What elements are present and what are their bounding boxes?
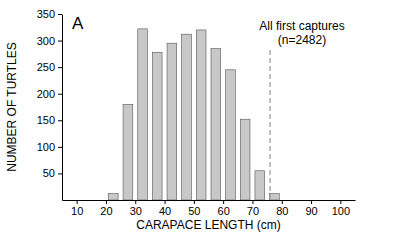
x-tick-mark bbox=[311, 200, 312, 204]
annotation: (n=2482) bbox=[278, 33, 326, 47]
x-tick-label: 90 bbox=[305, 205, 317, 217]
y-tick: 100 bbox=[37, 141, 62, 153]
plot-area bbox=[108, 29, 279, 200]
annotation: All first captures bbox=[259, 19, 344, 33]
y-tick: 50 bbox=[43, 167, 62, 179]
x-tick-label: 40 bbox=[159, 205, 171, 217]
x-tick: 90 bbox=[305, 200, 317, 217]
x-tick-mark bbox=[106, 200, 107, 204]
x-tick-label: 10 bbox=[71, 205, 83, 217]
bar bbox=[196, 30, 206, 200]
x-tick: 70 bbox=[247, 200, 259, 217]
x-tick: 30 bbox=[130, 200, 142, 217]
y-tick-label: 50 bbox=[43, 167, 55, 179]
x-tick-mark bbox=[223, 200, 224, 204]
x-tick: 50 bbox=[188, 200, 200, 217]
bar bbox=[226, 70, 236, 200]
y-tick: 250 bbox=[37, 61, 62, 73]
x-tick: 60 bbox=[218, 200, 230, 217]
x-tick-mark bbox=[135, 200, 136, 204]
x-tick: 100 bbox=[332, 200, 350, 217]
y-tick: 350 bbox=[37, 8, 62, 20]
y-axis-title: NUMBER OF TURTLES bbox=[5, 42, 19, 172]
y-tick-mark bbox=[58, 94, 62, 95]
panel-label: A bbox=[72, 14, 84, 33]
x-tick: 80 bbox=[276, 200, 288, 217]
x-tick-mark bbox=[194, 200, 195, 204]
y-tick-label: 150 bbox=[37, 114, 55, 126]
y-tick-label: 350 bbox=[37, 8, 55, 20]
x-tick-label: 100 bbox=[332, 205, 350, 217]
bar bbox=[255, 171, 265, 200]
x-tick-mark bbox=[340, 200, 341, 204]
y-tick-label: 200 bbox=[37, 88, 55, 100]
x-tick-mark bbox=[252, 200, 253, 204]
x-tick-mark bbox=[77, 200, 78, 204]
bar bbox=[182, 34, 192, 200]
x-axis: 10 20 30 40 50 60 70 80 90 100 bbox=[63, 200, 356, 217]
bar bbox=[167, 43, 177, 200]
y-tick-label: 250 bbox=[37, 61, 55, 73]
y-tick-label: 300 bbox=[37, 35, 55, 47]
reference-line bbox=[269, 50, 270, 200]
x-tick-label: 50 bbox=[188, 205, 200, 217]
bar bbox=[152, 52, 162, 200]
y-tick-label: 100 bbox=[37, 141, 55, 153]
x-tick-label: 70 bbox=[247, 205, 259, 217]
y-tick-mark bbox=[58, 41, 62, 42]
y-axis-line bbox=[62, 15, 63, 201]
chart: 10 20 30 40 50 60 70 80 90 100 50 100 150 200 250 300 35… bbox=[0, 0, 398, 238]
y-tick: 200 bbox=[37, 88, 62, 100]
x-tick-label: 20 bbox=[100, 205, 112, 217]
x-tick-label: 80 bbox=[276, 205, 288, 217]
y-tick-mark bbox=[58, 67, 62, 68]
x-tick: 40 bbox=[159, 200, 171, 217]
bar bbox=[123, 104, 133, 200]
x-tick-label: 30 bbox=[130, 205, 142, 217]
x-tick: 20 bbox=[100, 200, 112, 217]
y-tick: 150 bbox=[37, 114, 62, 126]
y-tick-mark bbox=[58, 147, 62, 148]
y-tick: 300 bbox=[37, 35, 62, 47]
bar bbox=[270, 194, 280, 200]
x-tick-label: 60 bbox=[218, 205, 230, 217]
x-tick: 10 bbox=[71, 200, 83, 217]
x-tick-mark bbox=[282, 200, 283, 204]
x-tick-mark bbox=[165, 200, 166, 204]
y-tick-mark bbox=[58, 120, 62, 121]
x-axis-title: CARAPACE LENGTH (cm) bbox=[136, 218, 280, 232]
bar bbox=[211, 49, 221, 200]
bar bbox=[240, 119, 250, 200]
bar bbox=[108, 194, 118, 200]
y-tick-mark bbox=[58, 173, 62, 174]
bar bbox=[138, 29, 148, 200]
y-tick-mark bbox=[58, 14, 62, 15]
y-axis: 50 100 150 200 250 300 350 bbox=[37, 8, 63, 200]
